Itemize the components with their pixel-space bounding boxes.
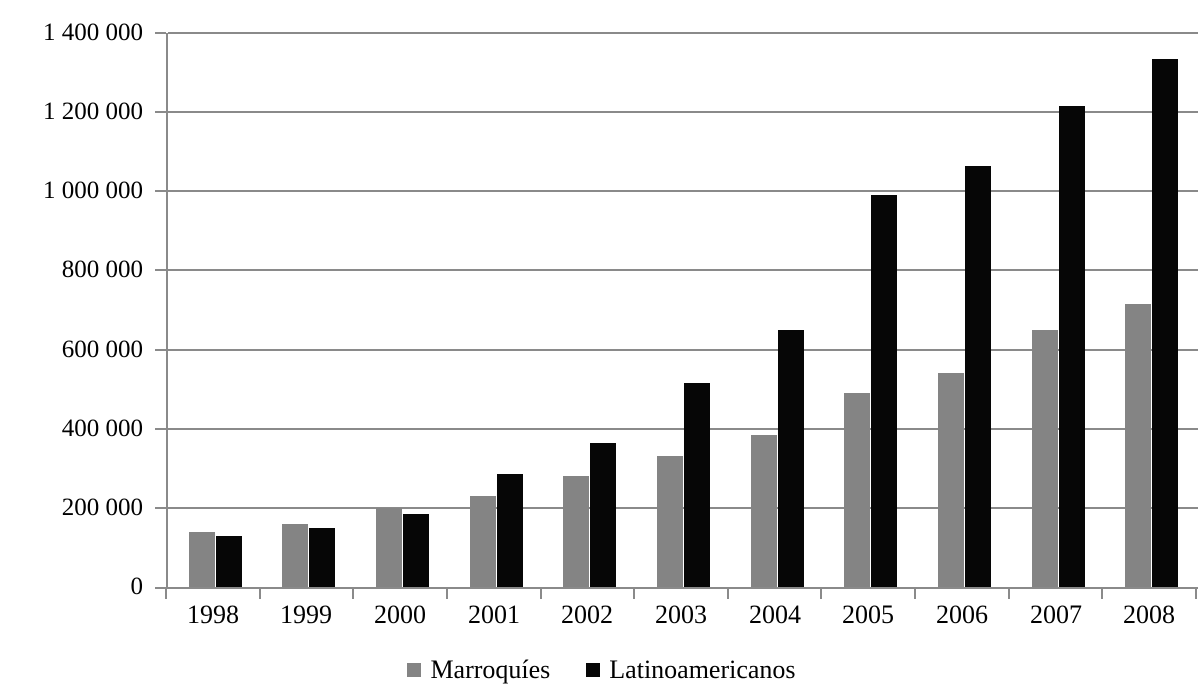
x-axis-tick xyxy=(259,589,261,599)
x-axis-tick xyxy=(633,589,635,599)
x-axis-tick xyxy=(540,589,542,599)
bar-marroquies-2006 xyxy=(938,373,964,587)
gridline-200000 xyxy=(168,506,1198,509)
y-axis-tick xyxy=(155,348,166,351)
y-tick-label: 1 400 000 xyxy=(43,19,143,46)
legend-swatch-marroquies-icon xyxy=(407,663,422,677)
bar-marroquies-2001 xyxy=(470,496,496,587)
bar-marroquies-2003 xyxy=(657,456,683,587)
bar-latinoamericanos-2007 xyxy=(1059,106,1085,587)
x-axis-label-2004: 2004 xyxy=(749,600,801,629)
bar-latinoamericanos-2005 xyxy=(871,195,897,587)
y-axis-tick xyxy=(155,587,166,589)
y-tick-label: 600 000 xyxy=(61,335,143,363)
gridline-1400000 xyxy=(168,32,1198,34)
y-axis-tick xyxy=(155,32,166,34)
y-tick-label: 200 000 xyxy=(61,493,143,521)
x-axis-label-2008: 2008 xyxy=(1123,600,1175,629)
x-axis-tick xyxy=(1101,589,1103,599)
bar-marroquies-2008 xyxy=(1125,304,1151,587)
bar-latinoamericanos-2000 xyxy=(403,514,429,587)
y-tick-label: 400 000 xyxy=(61,414,143,442)
gridline-1200000 xyxy=(168,111,1198,114)
y-axis-tick xyxy=(155,190,166,193)
x-axis-label-2001: 2001 xyxy=(468,600,520,629)
x-axis-label-1998: 1998 xyxy=(187,600,239,629)
x-axis-tick xyxy=(1008,589,1010,599)
y-axis-tick xyxy=(155,427,166,430)
gridline-800000 xyxy=(168,269,1198,272)
bar-latinoamericanos-2008 xyxy=(1152,59,1178,587)
x-axis-tick xyxy=(914,589,916,599)
bar-marroquies-2000 xyxy=(376,508,402,587)
x-axis-tick xyxy=(165,589,167,599)
x-axis-label-2003: 2003 xyxy=(655,600,707,629)
gridline-400000 xyxy=(168,427,1198,430)
legend: Marroquíes Latinoamericanos xyxy=(0,653,1203,687)
legend-item-latinoamericanos: Latinoamericanos xyxy=(586,655,796,685)
x-axis-tick xyxy=(1195,589,1197,599)
bar-latinoamericanos-2003 xyxy=(684,383,710,587)
bar-latinoamericanos-1998 xyxy=(216,536,242,587)
x-axis-label-1999: 1999 xyxy=(280,600,332,629)
x-axis-label-2005: 2005 xyxy=(842,600,894,629)
bar-latinoamericanos-2002 xyxy=(590,443,616,587)
y-axis-tick xyxy=(155,506,166,509)
x-axis-label-2000: 2000 xyxy=(374,600,426,629)
legend-label-marroquies: Marroquíes xyxy=(430,655,551,684)
bar-latinoamericanos-1999 xyxy=(309,528,335,587)
x-axis-tick xyxy=(352,589,354,599)
bar-marroquies-2007 xyxy=(1032,330,1058,587)
bar-latinoamericanos-2001 xyxy=(497,474,523,587)
y-tick-label: 0 xyxy=(130,573,144,600)
bar-marroquies-2005 xyxy=(844,393,870,587)
y-axis-tick xyxy=(155,111,166,114)
y-tick-label: 800 000 xyxy=(61,256,143,284)
bar-marroquies-1999 xyxy=(282,524,308,587)
x-axis-label-2006: 2006 xyxy=(936,600,988,629)
legend-label-latinoamericanos: Latinoamericanos xyxy=(609,655,796,684)
x-axis-tick xyxy=(727,589,729,599)
bar-latinoamericanos-2004 xyxy=(778,330,804,587)
x-axis-tick xyxy=(446,589,448,599)
gridline-600000 xyxy=(168,348,1198,351)
bar-marroquies-2002 xyxy=(563,476,589,587)
legend-swatch-latinoamericanos-icon xyxy=(586,663,601,677)
plot-area xyxy=(166,32,1198,589)
y-tick-label: 1 000 000 xyxy=(43,177,143,205)
y-axis-tick xyxy=(155,269,166,272)
gridline-1000000 xyxy=(168,190,1198,193)
x-axis-tick xyxy=(820,589,822,599)
y-tick-label: 1 200 000 xyxy=(43,98,143,126)
x-axis-label-2002: 2002 xyxy=(561,600,613,629)
legend-item-marroquies: Marroquíes xyxy=(407,655,550,685)
bar-latinoamericanos-2006 xyxy=(965,166,991,587)
x-axis-label-2007: 2007 xyxy=(1030,600,1082,629)
bar-marroquies-2004 xyxy=(751,435,777,587)
bar-marroquies-1998 xyxy=(189,532,215,587)
